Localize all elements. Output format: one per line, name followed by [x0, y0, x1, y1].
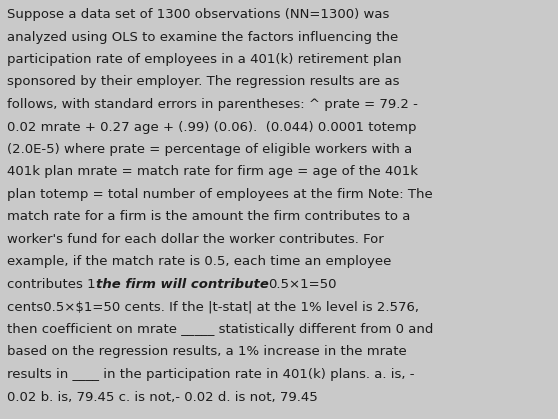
Text: Suppose a data set of 1300 observations (NN=1300) was: Suppose a data set of 1300 observations … [7, 8, 389, 21]
Text: 0.02 b. is, 79.45 c. is not,- 0.02 d. is not, 79.45: 0.02 b. is, 79.45 c. is not,- 0.02 d. is… [7, 391, 318, 403]
Text: 0.5×1=50: 0.5×1=50 [268, 278, 337, 291]
Text: 0.02 mrate + 0.27 age + (.99) (0.06).  (0.044) 0.0001 totemp: 0.02 mrate + 0.27 age + (.99) (0.06). (0… [7, 121, 416, 134]
Text: cents0.5×$1=50 cents. If the |t-stat| at the 1% level is 2.576,: cents0.5×$1=50 cents. If the |t-stat| at… [7, 300, 419, 313]
Text: plan totemp = total number of employees at the firm Note: The: plan totemp = total number of employees … [7, 188, 433, 201]
Text: results in ____ in the participation rate in 401(k) plans. a. is, -: results in ____ in the participation rat… [7, 368, 415, 381]
Text: match rate for a firm is the amount the firm contributes to a: match rate for a firm is the amount the … [7, 210, 410, 223]
Text: worker's fund for each dollar the worker contributes. For: worker's fund for each dollar the worker… [7, 233, 384, 246]
Text: (2.0E-5) where prate = percentage of eligible workers with a: (2.0E-5) where prate = percentage of eli… [7, 143, 412, 156]
Text: 401k plan mrate = match rate for firm age = age of the 401k: 401k plan mrate = match rate for firm ag… [7, 166, 418, 178]
Text: contributes 1: contributes 1 [7, 278, 95, 291]
Text: example, if the match rate is 0.5, each time an employee: example, if the match rate is 0.5, each … [7, 256, 391, 269]
Text: the firm will contribute: the firm will contribute [95, 278, 268, 291]
Text: follows, with standard errors in parentheses: ^ prate = 79.2 -: follows, with standard errors in parenth… [7, 98, 418, 111]
Text: participation rate of employees in a 401(k) retirement plan: participation rate of employees in a 401… [7, 53, 402, 66]
Text: based on the regression results, a 1% increase in the mrate: based on the regression results, a 1% in… [7, 346, 407, 359]
Text: sponsored by their employer. The regression results are as: sponsored by their employer. The regress… [7, 75, 400, 88]
Text: analyzed using OLS to examine the factors influencing the: analyzed using OLS to examine the factor… [7, 31, 398, 44]
Text: then coefficient on mrate _____ statistically different from 0 and: then coefficient on mrate _____ statisti… [7, 323, 434, 336]
